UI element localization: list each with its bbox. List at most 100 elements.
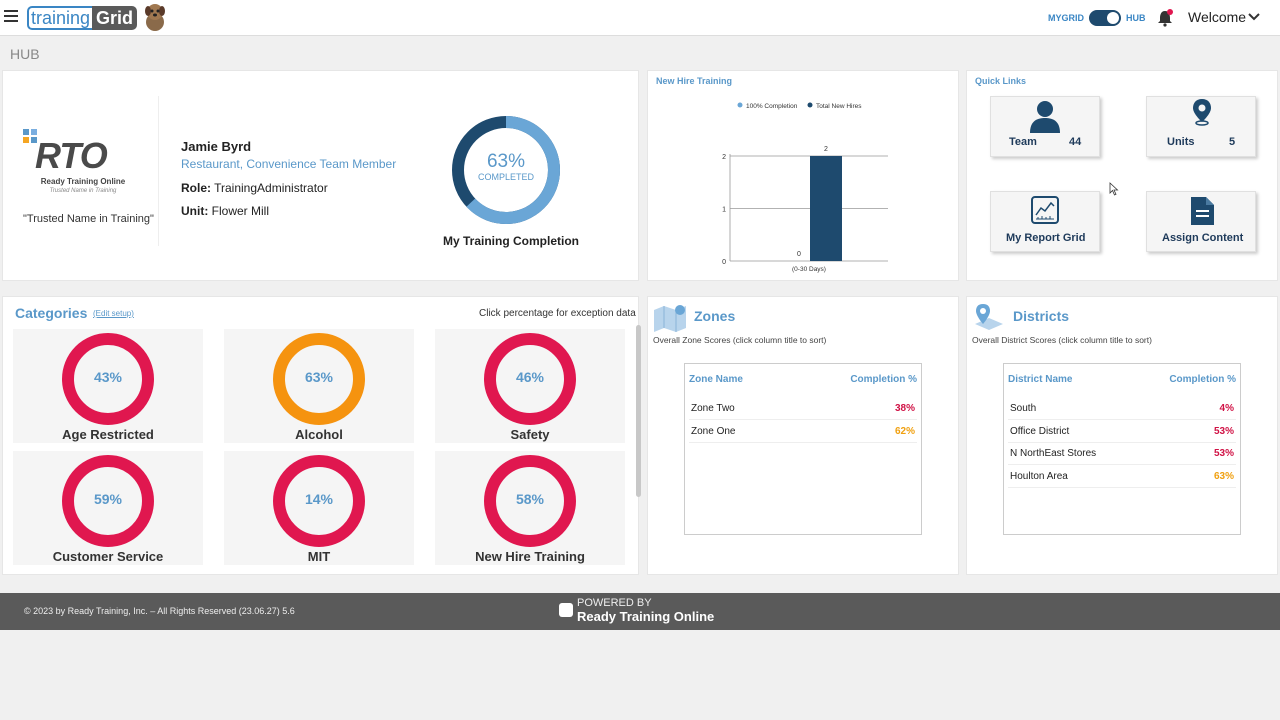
- category-percent[interactable]: 43%: [93, 369, 123, 385]
- bar-data-label: 2: [824, 146, 828, 153]
- legend-label: Total New Hires: [816, 103, 862, 110]
- category-label: Alcohol: [295, 427, 343, 442]
- category-label: New Hire Training: [475, 549, 585, 564]
- district-completion: 53%: [1213, 448, 1234, 459]
- mygrid-hub-toggle[interactable]: [1089, 10, 1121, 26]
- logo-training-text: training: [27, 6, 93, 30]
- user-name: Jamie Byrd: [181, 139, 252, 154]
- categories-hint: Click percentage for exception data: [479, 308, 636, 319]
- quick-links-card: Quick Links Team 44 Units 5 My Report Gr…: [966, 70, 1278, 281]
- districts-title[interactable]: Districts: [1013, 308, 1070, 324]
- units-button[interactable]: Units 5: [1146, 96, 1256, 157]
- unit-value: Flower Mill: [211, 204, 270, 218]
- my-completion-label: COMPLETED: [477, 172, 534, 182]
- location-pin-icon: [975, 304, 1003, 330]
- welcome-menu[interactable]: Welcome: [1188, 9, 1247, 25]
- new-hire-training-card: New Hire Training 100% Completion Total N…: [647, 70, 959, 281]
- new-hire-chart: 100% Completion Total New Hires 0 1 2 0 2 (0-30…: [722, 102, 888, 273]
- chevron-down-icon[interactable]: [1248, 12, 1260, 22]
- units-count: 5: [1229, 136, 1236, 148]
- user-job-title: Restaurant, Convenience Team Member: [181, 157, 397, 171]
- user-unit-line: Unit: Flower Mill: [181, 204, 269, 218]
- notification-bell-icon[interactable]: [1156, 9, 1174, 27]
- quick-links-title: Quick Links: [975, 76, 1027, 86]
- categories-title: Categories: [15, 305, 88, 321]
- footer-brand: Ready Training Online: [577, 609, 715, 624]
- category-label: Safety: [510, 427, 550, 442]
- page-title: HUB: [10, 46, 40, 62]
- unit-label: Unit:: [181, 204, 209, 218]
- category-label: Age Restricted: [62, 427, 154, 442]
- profile-card: RTO Ready Training Online Trusted Name i…: [2, 70, 639, 281]
- categories-scrollbar[interactable]: [636, 325, 641, 497]
- table-row: Office District 53%: [1008, 421, 1236, 443]
- category-tile[interactable]: 59% Customer Service: [13, 451, 203, 565]
- zone-name: Zone Two: [691, 403, 735, 414]
- role-label: Role:: [181, 181, 211, 195]
- org-quote: "Trusted Name in Training": [23, 213, 154, 225]
- category-donut[interactable]: [61, 454, 155, 548]
- category-percent[interactable]: 59%: [93, 491, 123, 507]
- bar-data-label: 0: [797, 251, 801, 258]
- category-tile[interactable]: 63% Alcohol: [224, 329, 414, 443]
- district-completion-header[interactable]: Completion %: [1169, 374, 1236, 385]
- category-donut[interactable]: [272, 332, 366, 426]
- category-donut[interactable]: [61, 332, 155, 426]
- my-report-grid-button[interactable]: My Report Grid: [990, 191, 1100, 252]
- category-percent[interactable]: 63%: [304, 369, 334, 385]
- team-button[interactable]: Team 44: [990, 96, 1100, 157]
- zone-name: Zone One: [691, 426, 736, 437]
- district-completion: 53%: [1213, 426, 1234, 437]
- category-tile[interactable]: 46% Safety: [435, 329, 625, 443]
- grid-hub-toggle-group: MYGRID HUB: [1048, 10, 1146, 26]
- report-chart-icon: [1031, 196, 1059, 224]
- my-completion-caption: My Training Completion: [442, 234, 579, 248]
- org-tagline: Trusted Name in Training: [49, 188, 117, 194]
- category-percent[interactable]: 14%: [304, 491, 334, 507]
- zones-title[interactable]: Zones: [694, 308, 736, 324]
- table-row: South 4%: [1008, 398, 1236, 420]
- assign-content-label: Assign Content: [1162, 232, 1244, 244]
- category-donut[interactable]: [272, 454, 366, 548]
- category-donut[interactable]: [483, 454, 577, 548]
- app-logo[interactable]: training Grid: [27, 6, 138, 30]
- person-icon: [1030, 101, 1060, 133]
- org-name: Ready Training Online: [40, 177, 126, 186]
- districts-card: Districts Overall District Scores (click…: [966, 296, 1278, 575]
- units-label: Units: [1167, 136, 1195, 148]
- district-name-header[interactable]: District Name: [1008, 374, 1073, 385]
- org-logo-text: RTO: [35, 135, 108, 176]
- dog-mascot-icon: [145, 4, 165, 31]
- mouse-cursor-icon: [1109, 182, 1119, 196]
- my-report-grid-label: My Report Grid: [1006, 232, 1086, 244]
- category-tile[interactable]: 58% New Hire Training: [435, 451, 625, 565]
- table-row: Houlton Area 63%: [1008, 466, 1236, 488]
- menu-icon[interactable]: [4, 10, 18, 22]
- table-row: N NorthEast Stores 53%: [1008, 443, 1236, 465]
- zone-completion: 38%: [894, 403, 915, 414]
- zones-subtitle: Overall Zone Scores (click column title …: [653, 335, 827, 345]
- map-pin-icon: [1193, 99, 1211, 126]
- zone-completion-header[interactable]: Completion %: [850, 374, 917, 385]
- zone-completion: 62%: [894, 426, 915, 437]
- category-percent[interactable]: 46%: [515, 369, 545, 385]
- role-value: TrainingAdministrator: [214, 181, 328, 195]
- zones-table: Zone Name Completion % Zone Two 38% Zone…: [684, 363, 922, 535]
- category-tile[interactable]: 43% Age Restricted: [13, 329, 203, 443]
- category-percent[interactable]: 58%: [515, 491, 545, 507]
- assign-content-button[interactable]: Assign Content: [1146, 191, 1256, 252]
- zone-name-header[interactable]: Zone Name: [689, 374, 743, 385]
- my-completion-donut: [452, 116, 560, 224]
- category-label: MIT: [307, 549, 331, 564]
- zones-card: Zones Overall Zone Scores (click column …: [647, 296, 959, 575]
- toggle-mygrid-label: MYGRID: [1048, 13, 1084, 23]
- category-tile[interactable]: 14% MIT: [224, 451, 414, 565]
- district-completion: 63%: [1213, 471, 1234, 482]
- category-donut[interactable]: [483, 332, 577, 426]
- legend-label: 100% Completion: [746, 103, 798, 110]
- categories-card: Categories (Edit setup) Click percentage…: [2, 296, 641, 575]
- edit-setup-link[interactable]: (Edit setup): [93, 309, 134, 318]
- districts-subtitle: Overall District Scores (click column ti…: [972, 335, 1152, 345]
- map-icon: [654, 305, 686, 332]
- footer-powered-by: POWERED BY: [577, 597, 652, 609]
